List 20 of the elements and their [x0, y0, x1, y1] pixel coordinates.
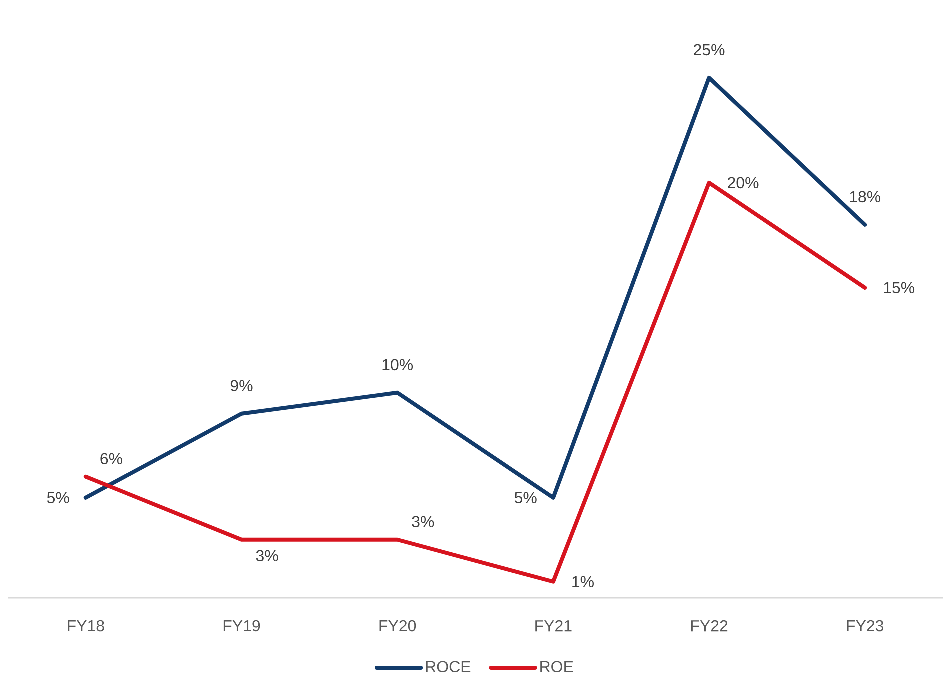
legend-label: ROCE — [426, 661, 471, 673]
data-label: 25% — [694, 44, 725, 56]
x-tick-label: FY19 — [224, 620, 260, 632]
data-label: 20% — [728, 177, 759, 189]
x-tick-label: FY23 — [847, 620, 884, 632]
x-tick-label: FY18 — [68, 620, 104, 632]
x-tick-label: FY22 — [691, 620, 728, 632]
data-label: 3% — [412, 516, 434, 528]
x-tick-label: FY21 — [536, 620, 572, 632]
data-label: 9% — [230, 380, 253, 392]
data-label: 3% — [256, 550, 278, 562]
data-label: 6% — [100, 453, 122, 465]
data-label: 1% — [572, 576, 594, 588]
data-label: 10% — [382, 359, 414, 371]
data-label: 5% — [514, 492, 537, 504]
data-label: 5% — [47, 492, 70, 504]
legend-label: ROE — [540, 661, 574, 673]
data-label: 18% — [850, 191, 881, 203]
data-label: 15% — [884, 282, 915, 294]
x-tick-label: FY20 — [380, 620, 416, 632]
